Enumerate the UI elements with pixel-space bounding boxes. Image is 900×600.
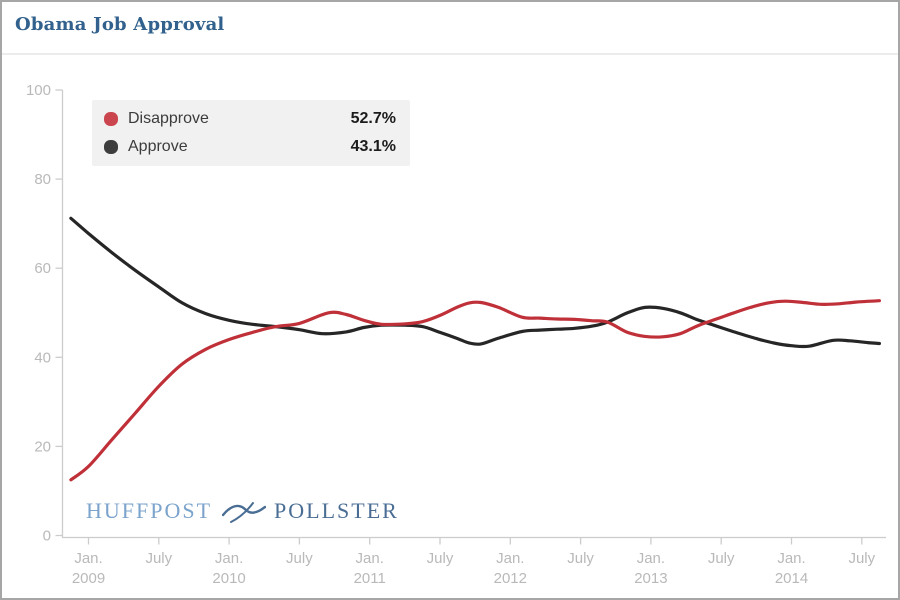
approve-line[interactable]: [69, 216, 881, 349]
x-tick-label: July: [286, 550, 313, 567]
y-tick-label: 80: [34, 171, 51, 188]
disapprove-line[interactable]: [69, 299, 881, 482]
disapprove-swatch-icon: [104, 112, 118, 126]
x-tick-label: Jan.: [215, 550, 243, 567]
x-tick-label: Jan.: [777, 550, 805, 567]
x-tick-label-year: 2010: [212, 570, 245, 587]
x-tick-label: Jan.: [496, 550, 524, 567]
logo-pollster-text: POLLSTER: [274, 498, 399, 523]
legend-item-approve[interactable]: Approve 43.1%: [92, 135, 410, 160]
x-tick-label: July: [848, 550, 875, 567]
y-tick-label: 0: [43, 528, 51, 545]
x-tick-label-year: 2014: [775, 570, 808, 587]
x-tick-label: July: [427, 550, 454, 567]
y-tick-label: 20: [34, 438, 51, 455]
logo-huffpost-text: HUFFPOST: [86, 498, 213, 523]
approve-swatch-icon: [104, 140, 118, 154]
legend-label: Approve: [128, 138, 188, 155]
x-tick-label-year: 2011: [354, 570, 386, 587]
y-tick-label: 60: [34, 260, 51, 277]
x-tick-label: Jan.: [356, 550, 384, 567]
legend-label: Disapprove: [128, 110, 209, 127]
pollster-bird-icon: [222, 502, 267, 523]
legend-value: 52.7%: [350, 110, 396, 127]
x-tick-label: July: [567, 550, 594, 567]
chart-legend: Disapprove 52.7% Approve 43.1%: [92, 100, 410, 166]
x-tick-label-year: 2012: [494, 570, 527, 587]
y-tick-label: 40: [34, 349, 51, 366]
x-tick-label: July: [145, 550, 172, 567]
huffpost-pollster-logo[interactable]: HUFFPOST POLLSTER: [86, 496, 399, 526]
x-tick-label-year: 2009: [72, 570, 105, 587]
x-tick-label: Jan.: [74, 550, 102, 567]
y-tick-label: 100: [26, 82, 51, 99]
legend-value: 43.1%: [350, 138, 396, 155]
axes: [55, 89, 886, 545]
legend-item-disapprove[interactable]: Disapprove 52.7%: [92, 107, 410, 132]
page-title: Obama Job Approval: [15, 14, 225, 35]
x-tick-label: Jan.: [637, 550, 665, 567]
x-tick-label-year: 2013: [634, 570, 667, 587]
x-tick-label: July: [708, 550, 735, 567]
chart-header: Obama Job Approval: [2, 2, 898, 55]
